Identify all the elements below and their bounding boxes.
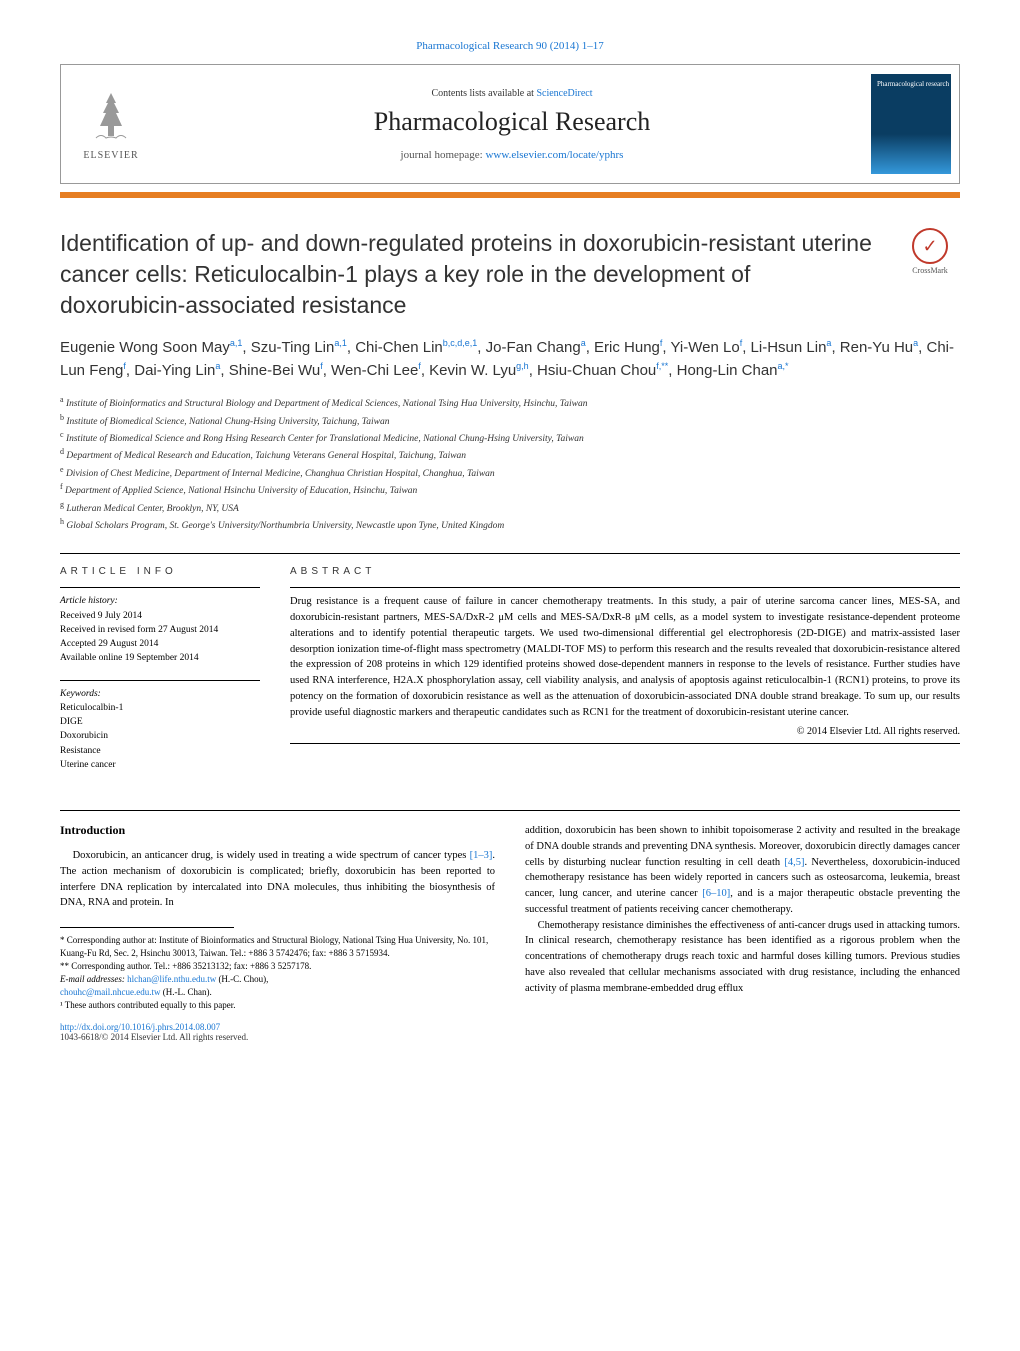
header-center: Contents lists available at ScienceDirec… [161,88,863,161]
cover-title: Pharmacological research [877,80,949,88]
email-name: (H.-L. Chan). [161,987,212,997]
divider [60,680,260,681]
history-line: Received 9 July 2014 [60,609,260,623]
email-link-2[interactable]: chouhc@mail.nhcue.edu.tw [60,987,161,997]
history-line: Accepted 29 August 2014 [60,637,260,651]
divider [60,553,960,554]
journal-header-box: ELSEVIER Contents lists available at Sci… [60,64,960,184]
crossmark-icon: ✓ [912,228,948,264]
article-info-column: ARTICLE INFO Article history: Received 9… [60,566,260,786]
affiliation-line: h Global Scholars Program, St. George's … [60,516,960,533]
history-line: Received in revised form 27 August 2014 [60,623,260,637]
affiliation-line: g Lutheran Medical Center, Brooklyn, NY,… [60,499,960,516]
elsevier-label: ELSEVIER [83,150,138,161]
check-icon: ✓ [922,236,937,257]
citation-link[interactable]: [1–3] [470,850,493,861]
email-line: E-mail addresses: hlchan@life.nthu.edu.t… [60,973,495,986]
body-paragraph: Chemotherapy resistance diminishes the e… [525,918,960,997]
footnote-divider [60,927,234,928]
email-name: (H.-C. Chou), [216,974,268,984]
issn-line: 1043-6618/© 2014 Elsevier Ltd. All right… [60,1032,495,1042]
history-line: Available online 19 September 2014 [60,651,260,665]
email-link-1[interactable]: hlchan@life.nthu.edu.tw [127,974,216,984]
citation-link[interactable]: [6–10] [702,888,730,899]
keywords-block: Keywords: Reticulocalbin-1DIGEDoxorubici… [60,687,260,773]
article-title: Identification of up- and down-regulated… [60,228,880,321]
keyword: Resistance [60,744,260,758]
homepage-label: journal homepage: [401,149,486,161]
doi-link[interactable]: http://dx.doi.org/10.1016/j.phrs.2014.08… [60,1022,495,1032]
footnotes: * Corresponding author at: Institute of … [60,934,495,1012]
homepage-line: journal homepage: www.elsevier.com/locat… [161,149,863,161]
divider [290,743,960,744]
body-column-right: addition, doxorubicin has been shown to … [525,823,960,1042]
introduction-heading: Introduction [60,823,495,838]
sciencedirect-link[interactable]: ScienceDirect [536,88,592,99]
citation-link[interactable]: [4,5] [784,857,804,868]
contents-line: Contents lists available at ScienceDirec… [161,88,863,99]
keyword: Uterine cancer [60,758,260,772]
keyword: Doxorubicin [60,729,260,743]
authors-list: Eugenie Wong Soon Maya,1, Szu-Ting Lina,… [60,337,960,382]
divider [290,587,960,588]
elsevier-tree-icon [86,88,136,148]
abstract-copyright: © 2014 Elsevier Ltd. All rights reserved… [290,726,960,737]
elsevier-logo: ELSEVIER [61,80,161,169]
homepage-link[interactable]: www.elsevier.com/locate/yphrs [485,149,623,161]
abstract-text: Drug resistance is a frequent cause of f… [290,594,960,720]
divider [60,587,260,588]
body-column-left: Introduction Doxorubicin, an anticancer … [60,823,495,1042]
abstract-column: ABSTRACT Drug resistance is a frequent c… [290,566,960,786]
body-text-span: Doxorubicin, an anticancer drug, is wide… [73,850,470,861]
corresponding-author-2: ** Corresponding author. Tel.: +886 3521… [60,960,495,973]
journal-citation[interactable]: Pharmacological Research 90 (2014) 1–17 [60,40,960,52]
email-label: E-mail addresses: [60,974,127,984]
journal-name: Pharmacological Research [161,107,863,137]
keyword: Reticulocalbin-1 [60,701,260,715]
journal-cover: Pharmacological research [871,74,951,174]
body-paragraph: Doxorubicin, an anticancer drug, is wide… [60,848,495,911]
equal-contribution: ¹ These authors contributed equally to t… [60,999,495,1012]
crossmark-label: CrossMark [912,266,948,275]
crossmark-badge[interactable]: ✓ CrossMark [900,228,960,275]
affiliation-line: e Division of Chest Medicine, Department… [60,464,960,481]
body-paragraph: addition, doxorubicin has been shown to … [525,823,960,918]
divider [60,810,960,811]
affiliation-line: c Institute of Biomedical Science and Ro… [60,429,960,446]
corresponding-author-1: * Corresponding author at: Institute of … [60,934,495,960]
keywords-label: Keywords: [60,687,260,701]
article-history: Article history: Received 9 July 2014Rec… [60,594,260,665]
affiliation-line: a Institute of Bioinformatics and Struct… [60,394,960,411]
abstract-heading: ABSTRACT [290,566,960,577]
affiliation-line: f Department of Applied Science, Nationa… [60,481,960,498]
keyword: DIGE [60,715,260,729]
orange-divider [60,192,960,198]
contents-text: Contents lists available at [431,88,536,99]
affiliation-line: b Institute of Biomedical Science, Natio… [60,412,960,429]
affiliations-list: a Institute of Bioinformatics and Struct… [60,394,960,533]
article-info-heading: ARTICLE INFO [60,566,260,577]
history-label: Article history: [60,594,260,608]
affiliation-line: d Department of Medical Research and Edu… [60,446,960,463]
email-line-2: chouhc@mail.nhcue.edu.tw (H.-L. Chan). [60,986,495,999]
